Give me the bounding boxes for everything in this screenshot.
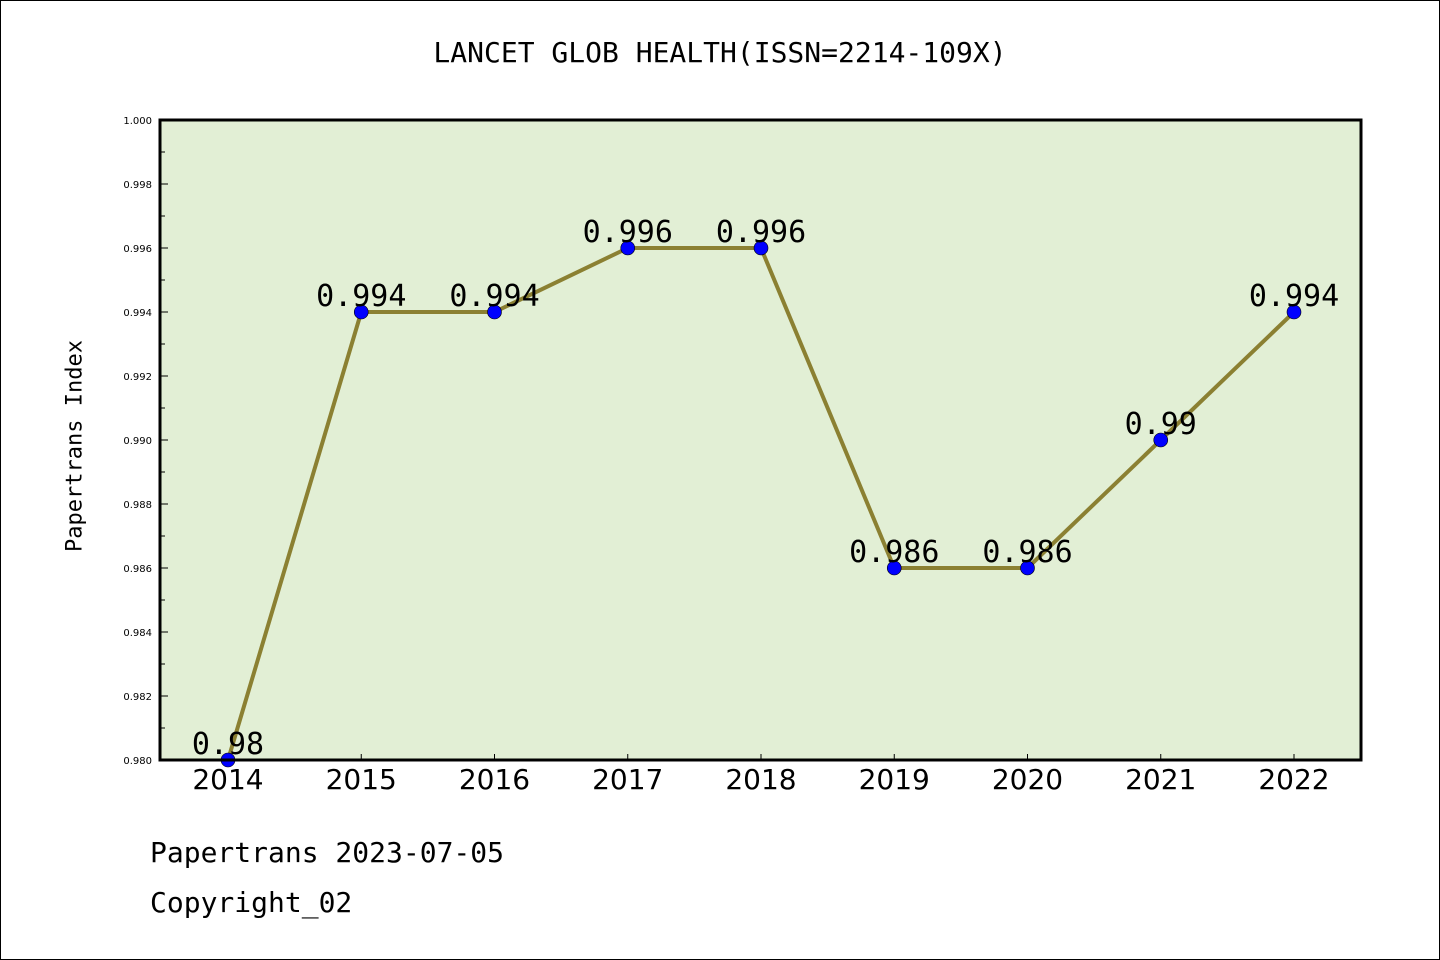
y-tick-label: 0.982 xyxy=(123,692,152,703)
footer-date: Papertrans 2023-07-05 xyxy=(150,836,505,869)
y-tick-label: 0.998 xyxy=(123,180,152,191)
data-label: 0.986 xyxy=(849,535,939,570)
x-tick-label: 2020 xyxy=(992,763,1063,796)
y-tick-label: 0.990 xyxy=(123,436,152,447)
x-tick-label: 2014 xyxy=(192,763,263,796)
data-label: 0.994 xyxy=(1249,279,1339,314)
y-tick-label: 0.996 xyxy=(123,244,152,255)
x-tick-label: 2022 xyxy=(1258,763,1329,796)
data-point xyxy=(1286,304,1302,320)
chart-title: LANCET GLOB HEALTH(ISSN=2214-109X) xyxy=(433,36,1007,69)
data-label: 0.996 xyxy=(716,215,806,250)
footer-copyright: Copyright_02 xyxy=(150,886,353,919)
data-point xyxy=(886,560,902,576)
y-tick-label: 0.980 xyxy=(123,756,152,767)
data-label: 0.994 xyxy=(449,279,539,314)
x-tick-label: 2018 xyxy=(725,763,796,796)
data-point xyxy=(620,240,636,256)
y-tick-label: 0.988 xyxy=(123,500,152,511)
plot-border xyxy=(158,118,1363,762)
data-label: 0.99 xyxy=(1125,407,1197,442)
data-label: 0.994 xyxy=(316,279,406,314)
x-tick-label: 2017 xyxy=(592,763,663,796)
data-point xyxy=(353,304,369,320)
x-tick-label: 2019 xyxy=(859,763,930,796)
data-point xyxy=(487,304,502,320)
y-tick-label: 1.000 xyxy=(123,116,152,127)
data-point xyxy=(1020,560,1035,576)
y-tick-label: 0.984 xyxy=(123,628,152,639)
x-tick-label: 2015 xyxy=(326,763,397,796)
data-label: 0.986 xyxy=(982,535,1072,570)
data-point xyxy=(753,240,769,256)
data-point xyxy=(1153,432,1169,448)
data-label: 0.98 xyxy=(192,727,264,762)
x-tick-label: 2016 xyxy=(459,763,530,796)
y-tick-label: 0.992 xyxy=(123,372,152,383)
y-tick-label: 0.986 xyxy=(123,564,152,575)
y-tick-label: 0.994 xyxy=(123,308,152,319)
x-tick-label: 2021 xyxy=(1125,763,1196,796)
data-label: 0.996 xyxy=(583,215,673,250)
